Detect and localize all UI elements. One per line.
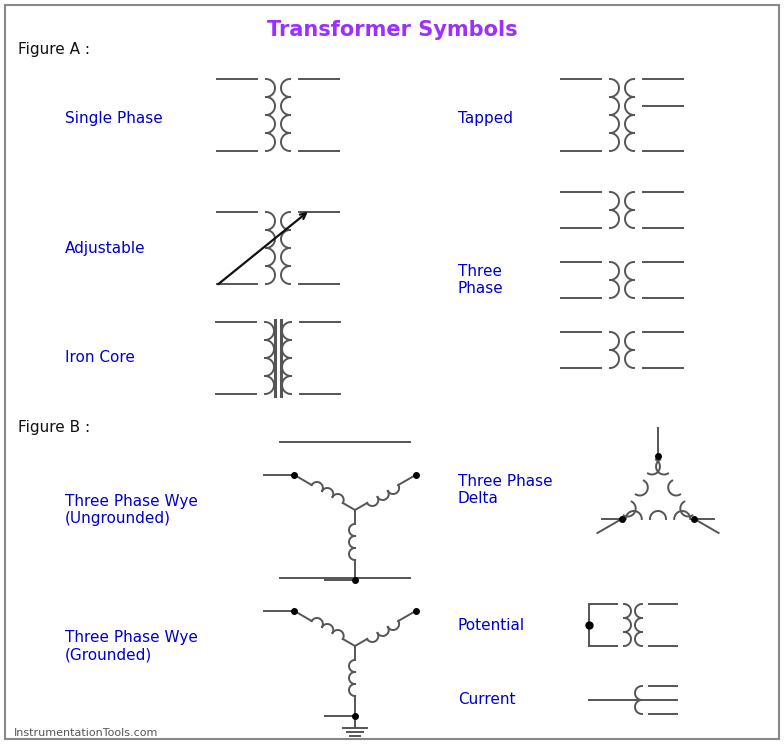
Text: Three Phase Wye
(Ungrounded): Three Phase Wye (Ungrounded) [65,494,198,526]
Text: Transformer Symbols: Transformer Symbols [267,20,517,40]
Text: Three
Phase: Three Phase [458,264,504,296]
Text: Adjustable: Adjustable [65,240,146,255]
Text: Figure B :: Figure B : [18,420,90,435]
Text: Three Phase Wye
(Grounded): Three Phase Wye (Grounded) [65,630,198,662]
Text: Figure A :: Figure A : [18,42,90,57]
Text: Current: Current [458,693,516,708]
Text: InstrumentationTools.com: InstrumentationTools.com [14,728,158,738]
Text: Tapped: Tapped [458,111,513,126]
Text: Three Phase
Delta: Three Phase Delta [458,474,553,506]
Text: Potential: Potential [458,618,525,632]
Text: Iron Core: Iron Core [65,350,135,365]
Text: Single Phase: Single Phase [65,111,163,126]
